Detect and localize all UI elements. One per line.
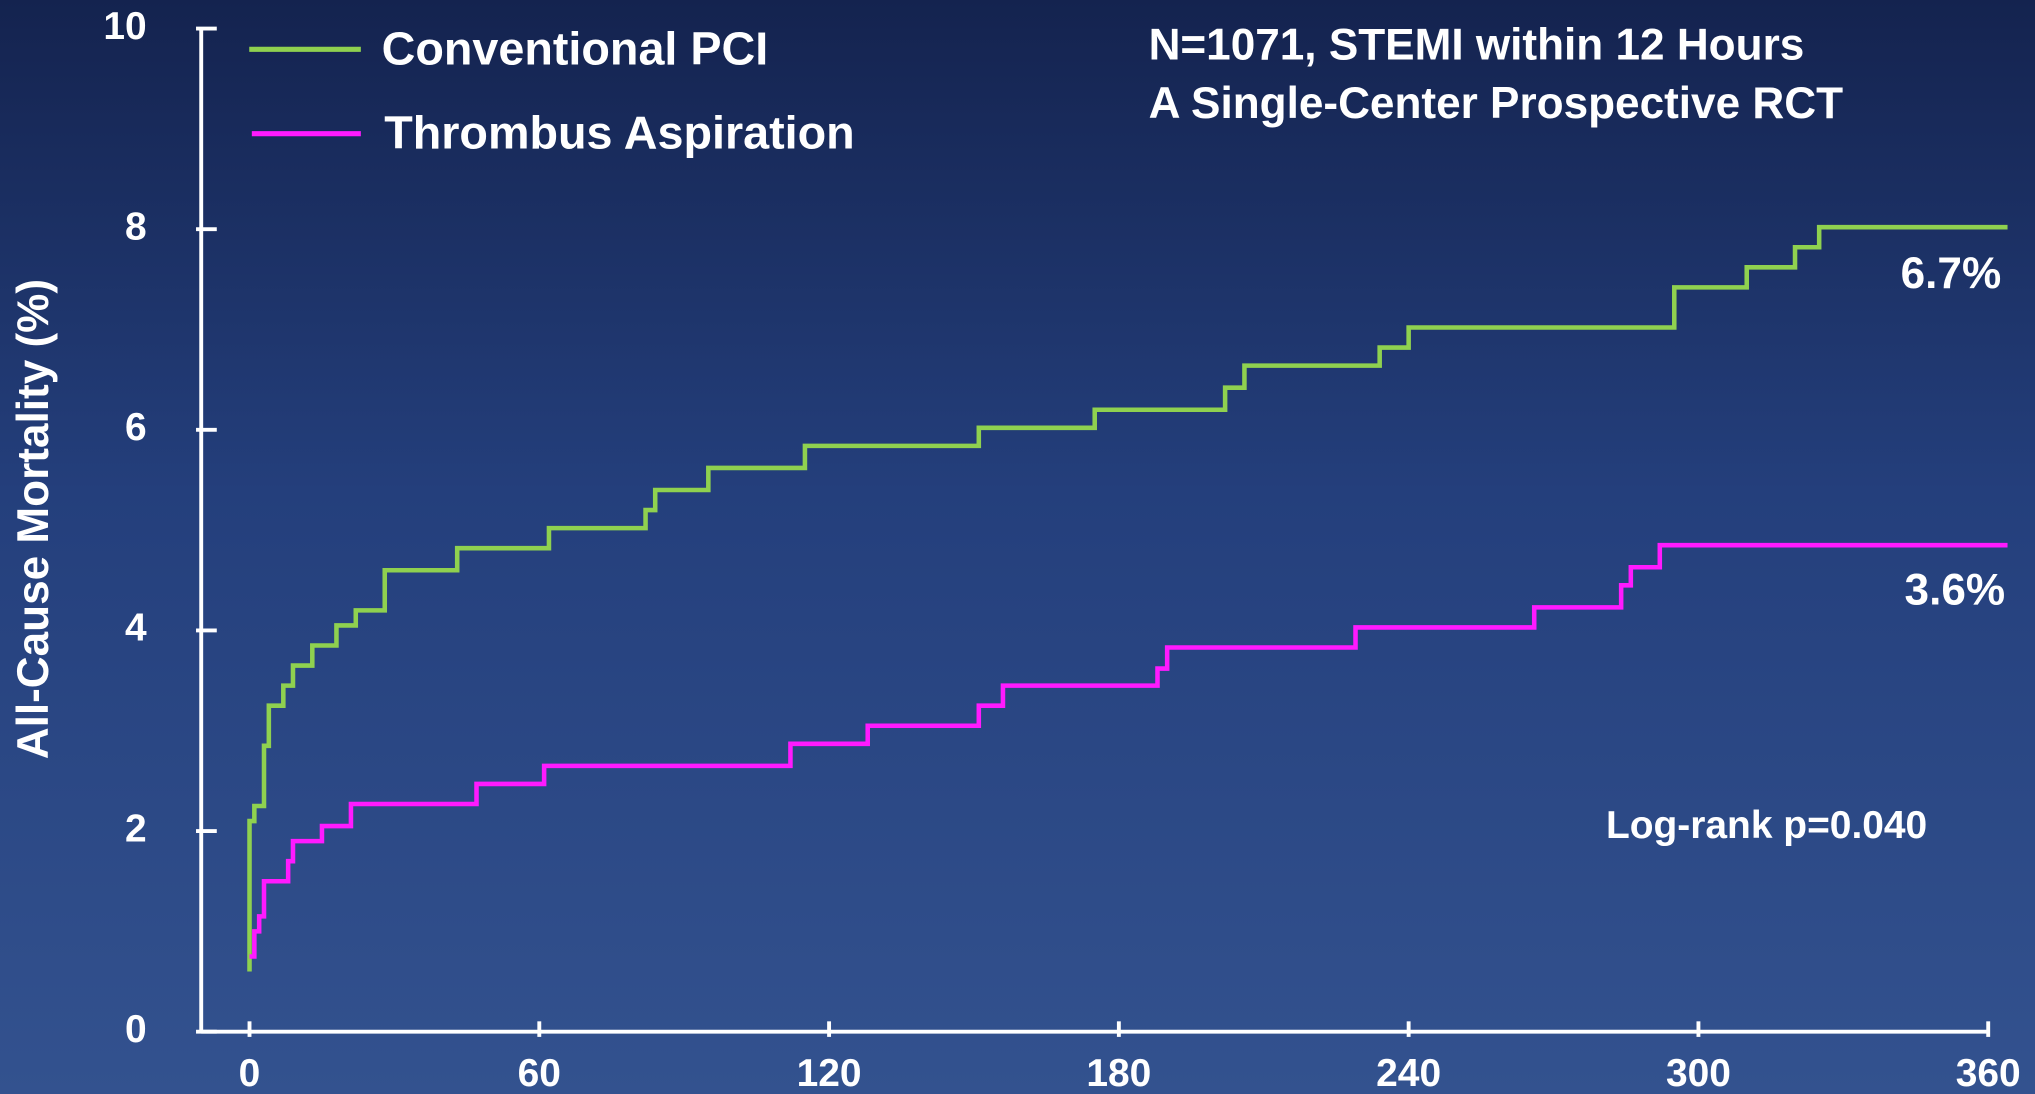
annotation: 3.6% xyxy=(1905,566,2006,615)
annotation: 6.7% xyxy=(1901,249,2002,298)
x-tick-label: 180 xyxy=(1086,1052,1151,1094)
y-tick-label: 8 xyxy=(125,205,147,248)
km-curve xyxy=(249,542,2008,959)
y-tick-label: 0 xyxy=(125,1008,147,1051)
x-tick-label: 0 xyxy=(239,1052,261,1094)
legend: Conventional PCI Thrombus Aspiration xyxy=(249,22,855,159)
legend-label: Conventional PCI xyxy=(382,22,769,74)
x-tick-label: 300 xyxy=(1666,1052,1731,1094)
legend-label: Thrombus Aspiration xyxy=(384,107,855,159)
x-tick-label: 120 xyxy=(797,1052,862,1094)
y-tick-label: 4 xyxy=(125,607,147,650)
x-tick-label: 360 xyxy=(1956,1052,2021,1094)
y-tick-label: 10 xyxy=(103,5,146,48)
annotation: Log-rank p=0.040 xyxy=(1606,804,1927,847)
x-tick-label: 60 xyxy=(518,1052,561,1094)
y-tick-label: 2 xyxy=(125,807,147,850)
x-tick-label: 240 xyxy=(1376,1052,1441,1094)
y-axis-label: All-Cause Mortality (%) xyxy=(9,279,58,759)
y-tick-label: 6 xyxy=(125,406,147,449)
annotation: N=1071, STEMI within 12 Hours xyxy=(1149,21,1805,70)
annotation: A Single-Center Prospective RCT xyxy=(1149,79,1844,128)
km-curve xyxy=(247,224,2008,972)
